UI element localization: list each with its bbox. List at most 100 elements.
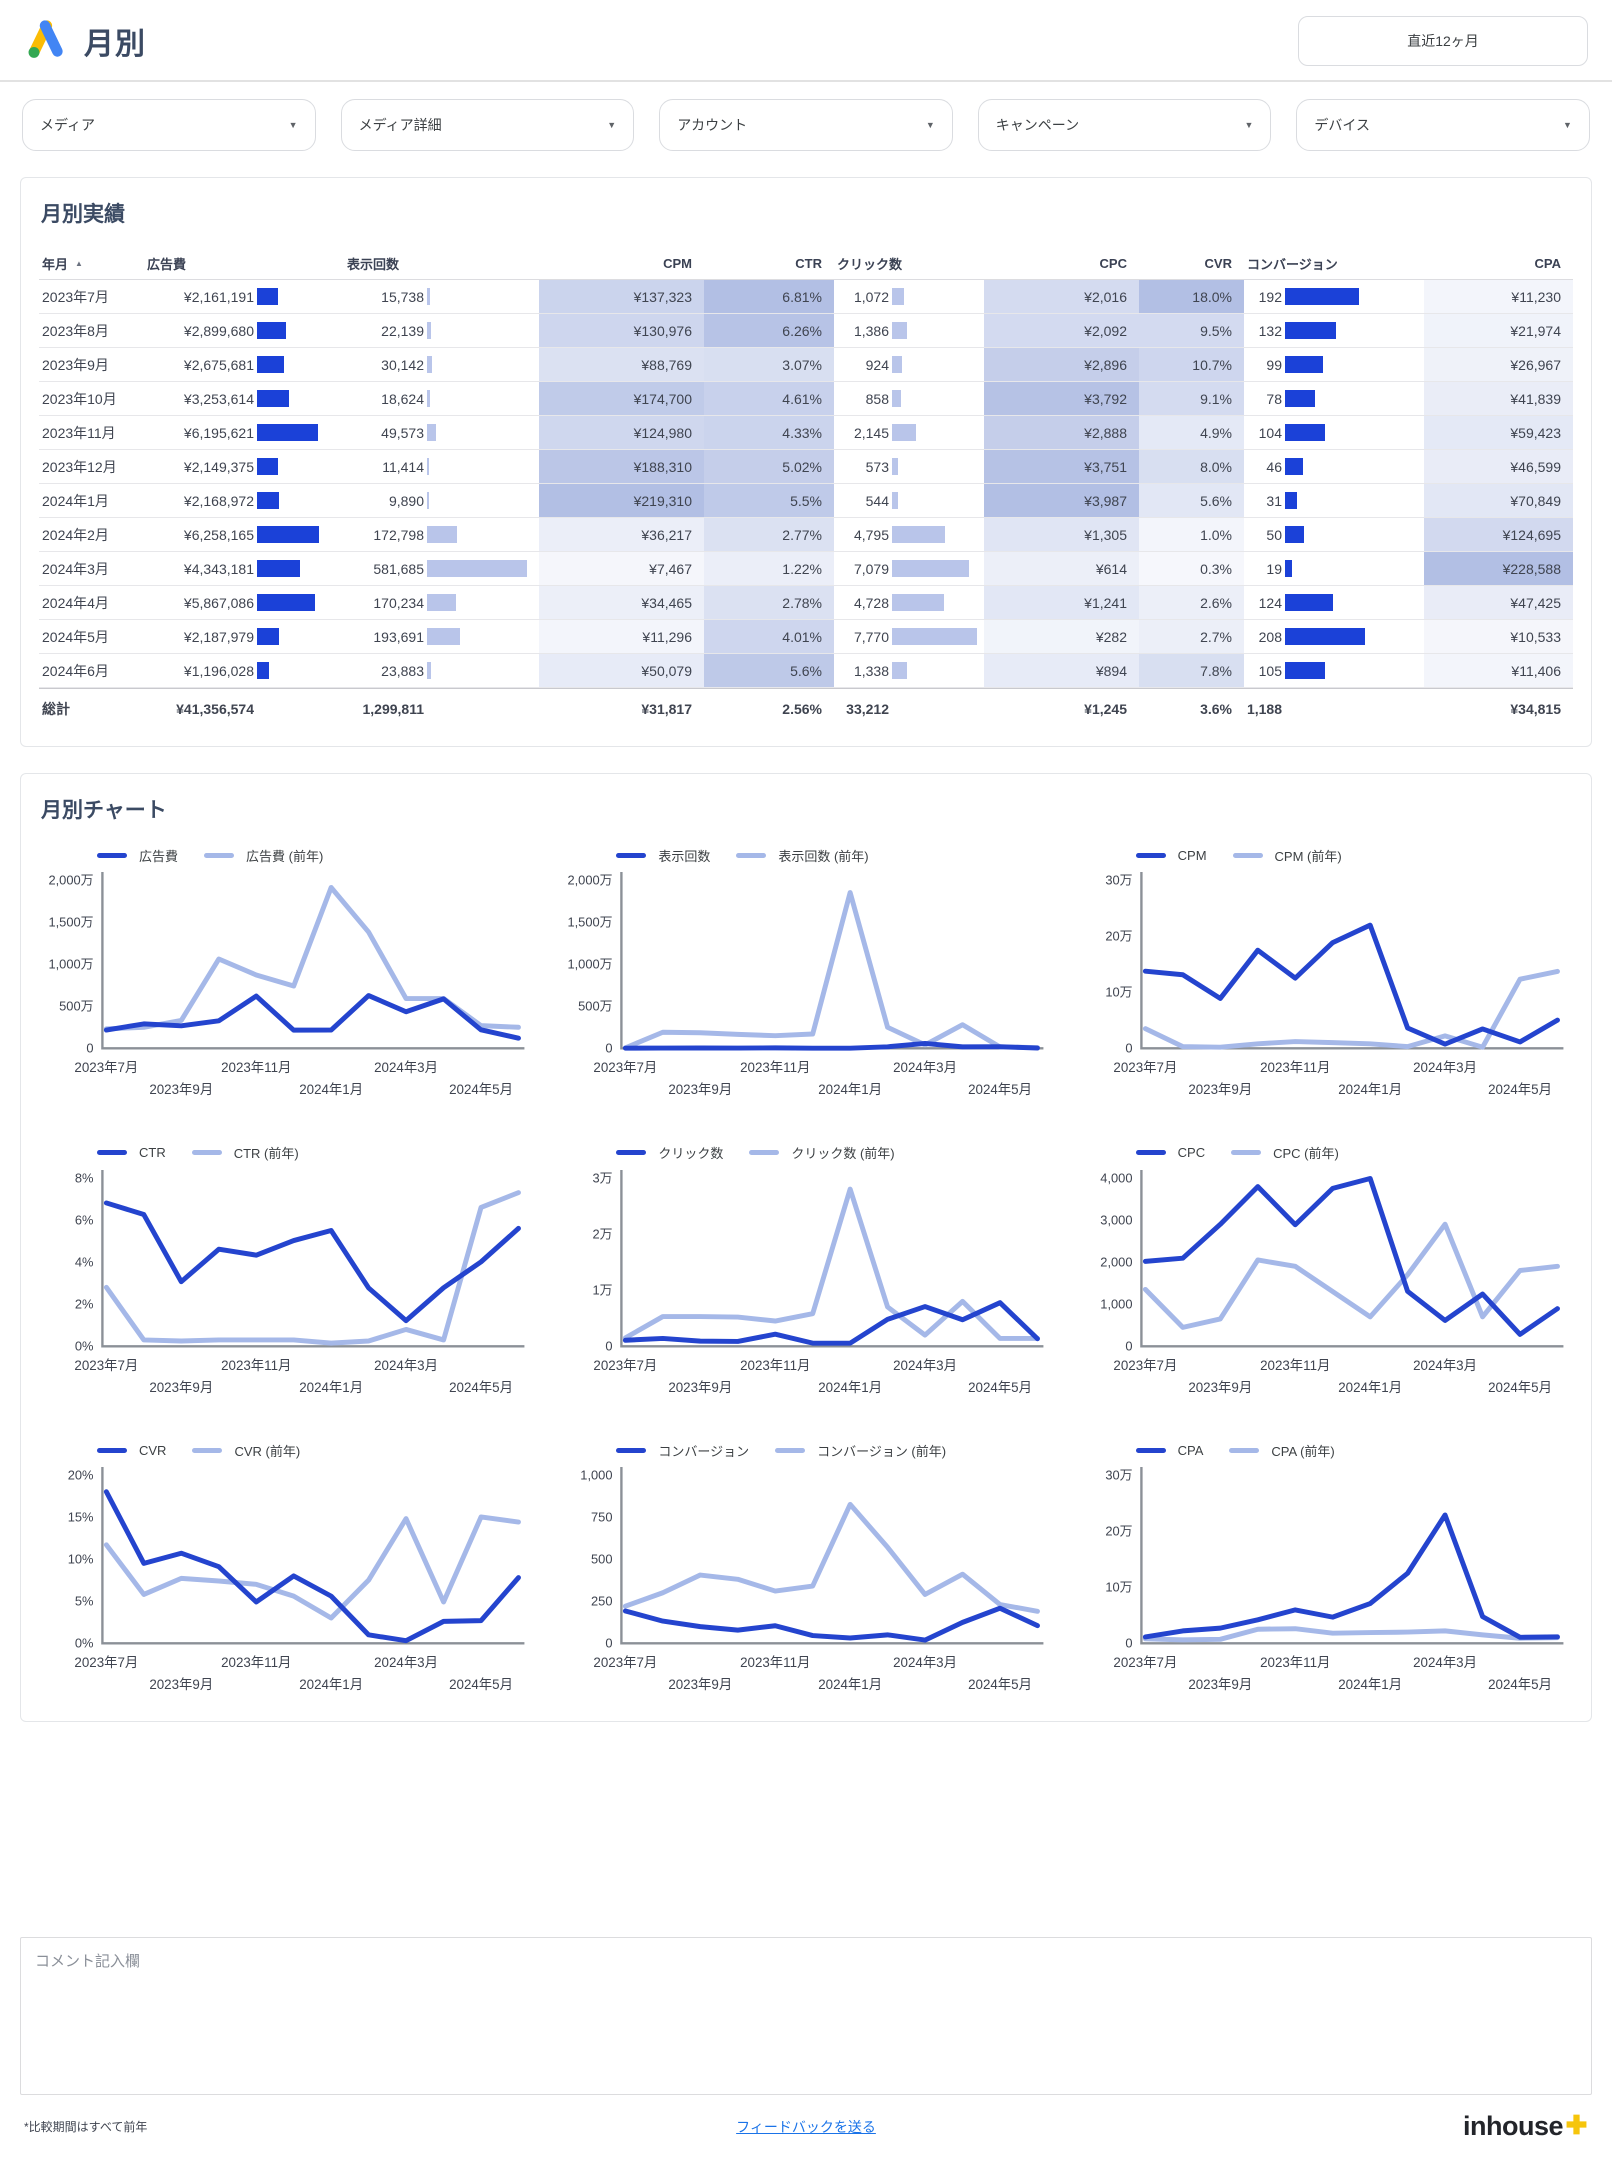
legend-label: CTR: [139, 1145, 166, 1161]
svg-text:2023年11月: 2023年11月: [740, 1655, 810, 1670]
svg-text:2024年3月: 2024年3月: [1413, 1060, 1477, 1075]
chart-canvas[interactable]: 0 10万 20万 30万 2023年7月 2023年11月 2024年3月 2023年9月 2…: [1078, 866, 1573, 1108]
value-bar: [1285, 662, 1326, 679]
comment-box-area[interactable]: [35, 1971, 1577, 2081]
filter-account[interactable]: アカウント ▼: [659, 99, 953, 151]
svg-text:2024年1月: 2024年1月: [299, 1677, 363, 1692]
table-row: 2023年8月 ¥2,899,680 22,139 ¥130,976 6.26% 1,38…: [39, 314, 1573, 348]
svg-text:2023年9月: 2023年9月: [669, 1082, 733, 1097]
chart-canvas[interactable]: 0% 5% 10% 15% 20% 2023年7月 2023年11月 2024年3月 2023年…: [39, 1461, 534, 1703]
value-bar: [1285, 356, 1324, 373]
svg-text:8%: 8%: [75, 1170, 94, 1185]
legend-label: CTR (前年): [233, 1146, 299, 1162]
chart-canvas[interactable]: 0 500万 1,000万 1,500万 2,000万 2023年7月 2023年11月 20…: [558, 866, 1053, 1108]
table-cell: 18.0%: [1139, 280, 1244, 313]
chart-cvr: CVR CVR (前年) 0% 5% 10% 15% 20% 2023年7月 2023年11月 2…: [39, 1439, 534, 1703]
table-cell: 33,212: [846, 700, 889, 717]
chart-canvas[interactable]: 0 10万 20万 30万 2023年7月 2023年11月 2024年3月 2023年9月 2…: [1078, 1461, 1573, 1703]
svg-text:2023年7月: 2023年7月: [1113, 1655, 1177, 1670]
svg-text:0: 0: [606, 1338, 613, 1353]
value-bar: [257, 288, 279, 305]
table-cell: ¥2,149,375: [144, 450, 344, 483]
value-bar: [1285, 526, 1305, 543]
filter-media-detail[interactable]: メディア詳細 ▼: [340, 99, 635, 151]
table-cell: 2023年10月: [42, 390, 117, 407]
legend-swatch-icon: [192, 1447, 223, 1453]
table-cell: 1,072: [834, 280, 984, 313]
section-title-performance: 月別実績: [41, 203, 125, 226]
table-cell: 15,738: [344, 280, 539, 313]
filter-device[interactable]: デバイス ▼: [1296, 99, 1590, 151]
table-cell: 2.78%: [704, 586, 834, 619]
column-header[interactable]: CVR: [1204, 256, 1232, 271]
chevron-down-icon: ▼: [1563, 120, 1572, 130]
svg-text:2024年5月: 2024年5月: [968, 1082, 1032, 1097]
value-bar: [1285, 322, 1336, 339]
filter-media[interactable]: メディア ▼: [22, 99, 316, 151]
svg-text:2,000万: 2,000万: [568, 872, 613, 887]
chart-cpc: CPC CPC (前年) 0 1,000 2,000 3,000 4,000 2023年7月 2…: [1078, 1142, 1573, 1406]
table-cell: ¥219,310: [539, 484, 704, 517]
table-cell: ¥6,195,621: [144, 416, 344, 449]
table-cell: 193,691: [344, 620, 539, 653]
table-cell: 924: [834, 348, 984, 381]
column-header[interactable]: 広告費: [147, 257, 187, 272]
value-bar: [892, 628, 977, 645]
table-row: 2024年3月 ¥4,343,181 581,685 ¥7,467 1.22% 7,079…: [39, 552, 1573, 586]
column-header[interactable]: CPM: [663, 256, 692, 271]
table-cell: 49,573: [344, 416, 539, 449]
table-cell: ¥11,296: [539, 620, 704, 653]
table-cell: 2.56%: [782, 700, 822, 717]
table-cell: 31: [1244, 484, 1424, 517]
column-header[interactable]: CTR: [795, 256, 822, 271]
send-feedback-link[interactable]: フィードバックを送る: [736, 2118, 876, 2135]
value-bar: [427, 662, 432, 679]
value-bar: [1285, 492, 1297, 509]
sort-asc-icon: ▲: [75, 259, 83, 268]
value-bar: [892, 458, 899, 475]
column-header[interactable]: クリック数: [837, 257, 903, 272]
svg-text:1,000: 1,000: [1100, 1296, 1132, 1311]
table-cell: 5.5%: [704, 484, 834, 517]
table-cell: 99: [1244, 348, 1424, 381]
svg-text:2023年7月: 2023年7月: [74, 1655, 138, 1670]
chart-canvas[interactable]: 0 500万 1,000万 1,500万 2,000万 2023年7月 2023年11月 20…: [39, 866, 534, 1108]
svg-text:10万: 10万: [1105, 1580, 1132, 1595]
svg-text:1,000万: 1,000万: [48, 957, 93, 972]
table-cell: ¥2,016: [984, 280, 1139, 313]
table-cell: ¥130,976: [539, 314, 704, 347]
chart-canvas[interactable]: 0 1,000 2,000 3,000 4,000 2023年7月 2023年11月 2024…: [1078, 1164, 1573, 1406]
svg-text:2万: 2万: [593, 1226, 613, 1241]
date-range-button[interactable]: 直近12ヶ月: [1298, 16, 1588, 66]
table-cell: 23,883: [344, 654, 539, 687]
value-bar: [427, 628, 461, 645]
column-header[interactable]: 表示回数: [347, 257, 400, 272]
svg-text:4%: 4%: [75, 1254, 94, 1269]
chart-canvas[interactable]: 0 1万 2万 3万 2023年7月 2023年11月 2024年3月 2023年9月 2024…: [558, 1164, 1053, 1406]
legend-label: 広告費 (前年): [246, 848, 324, 864]
value-bar: [427, 560, 527, 577]
comment-box[interactable]: コメント記入欄: [20, 1937, 1592, 2096]
table-cell: 19: [1244, 552, 1424, 585]
svg-text:0: 0: [1125, 1636, 1132, 1651]
table-cell: 0.3%: [1139, 552, 1244, 585]
chart-canvas[interactable]: 0% 2% 4% 6% 8% 2023年7月 2023年11月 2024年3月 2023年9月 2…: [39, 1164, 534, 1406]
svg-text:3,000: 3,000: [1100, 1212, 1132, 1227]
table-cell: ¥3,751: [984, 450, 1139, 483]
chart-canvas[interactable]: 0 250 500 750 1,000 2023年7月 2023年11月 2024年3月 202…: [558, 1461, 1053, 1703]
chart-cpm: CPM CPM (前年) 0 10万 20万 30万 2023年7月 2023年11月 2024…: [1078, 844, 1573, 1108]
table-cell: 1,299,811: [362, 700, 424, 717]
filter-campaign[interactable]: キャンペーン ▼: [977, 99, 1272, 151]
value-bar: [257, 356, 284, 373]
svg-text:2023年9月: 2023年9月: [149, 1380, 213, 1395]
svg-text:2023年7月: 2023年7月: [594, 1655, 658, 1670]
table-cell: 2023年11月: [42, 424, 116, 441]
table-cell: 2024年3月: [42, 560, 109, 577]
value-bar: [892, 390, 902, 407]
column-header[interactable]: 年月 ▲: [42, 257, 83, 272]
column-header[interactable]: CPA: [1534, 256, 1561, 271]
value-bar: [427, 288, 430, 305]
column-header[interactable]: CPC: [1099, 256, 1127, 271]
value-bar: [257, 526, 319, 543]
column-header[interactable]: コンバージョン: [1247, 257, 1338, 272]
